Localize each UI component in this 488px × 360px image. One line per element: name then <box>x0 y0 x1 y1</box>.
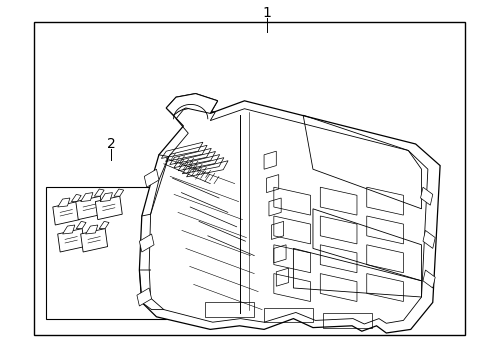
Polygon shape <box>95 196 122 220</box>
Polygon shape <box>422 270 434 288</box>
Polygon shape <box>58 198 70 207</box>
Polygon shape <box>420 187 432 205</box>
Polygon shape <box>139 234 154 252</box>
Bar <box>34 22 464 335</box>
Polygon shape <box>62 225 75 234</box>
Polygon shape <box>166 94 217 115</box>
Polygon shape <box>422 230 434 248</box>
Text: 1: 1 <box>262 6 270 19</box>
Polygon shape <box>58 229 84 252</box>
Polygon shape <box>71 194 81 202</box>
Polygon shape <box>99 221 109 229</box>
Polygon shape <box>76 221 86 229</box>
Polygon shape <box>81 193 93 202</box>
Polygon shape <box>85 225 98 234</box>
Polygon shape <box>100 193 112 202</box>
Polygon shape <box>144 169 159 187</box>
Polygon shape <box>137 288 151 306</box>
Polygon shape <box>76 196 102 220</box>
Polygon shape <box>139 94 439 333</box>
Polygon shape <box>114 189 123 196</box>
Polygon shape <box>94 189 104 196</box>
Polygon shape <box>81 229 107 252</box>
Text: 2: 2 <box>106 137 115 151</box>
Polygon shape <box>53 202 80 225</box>
Bar <box>46 187 166 319</box>
